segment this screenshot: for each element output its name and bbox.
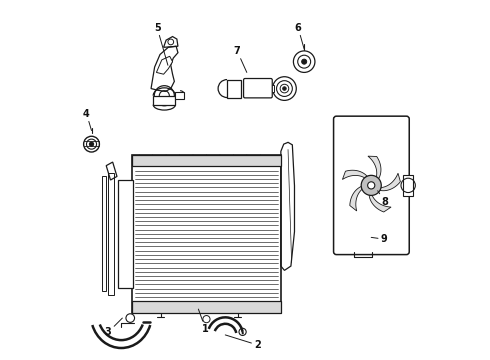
Bar [132,155,281,313]
FancyBboxPatch shape [244,78,272,98]
Text: 6: 6 [294,23,304,49]
Polygon shape [369,195,391,212]
Text: 8: 8 [378,191,388,207]
Text: 9: 9 [371,234,388,244]
Bar [118,180,133,288]
Text: 3: 3 [105,318,122,337]
Bar [153,96,175,105]
Polygon shape [350,186,362,211]
Circle shape [361,175,381,195]
Polygon shape [343,170,367,180]
Text: 4: 4 [83,109,92,131]
Bar [102,176,106,291]
Bar [270,85,274,92]
Bar [403,175,413,196]
Bar [227,80,242,98]
Bar [175,92,184,99]
Bar [132,155,281,166]
Polygon shape [380,173,400,191]
Circle shape [368,182,375,189]
Text: 1: 1 [198,309,209,334]
Text: 7: 7 [234,46,247,72]
Circle shape [89,142,94,146]
Text: 5: 5 [154,23,168,65]
Bar [108,173,115,295]
Circle shape [283,87,286,90]
Polygon shape [368,156,381,179]
Polygon shape [156,56,172,74]
Bar [132,301,281,313]
Circle shape [302,59,307,64]
Text: 2: 2 [225,335,261,350]
FancyBboxPatch shape [334,116,409,255]
